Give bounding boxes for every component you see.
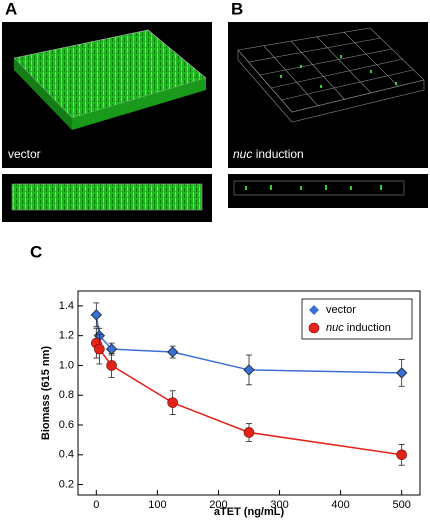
point bbox=[90, 309, 103, 321]
legend-marker bbox=[308, 322, 320, 334]
wireframe bbox=[237, 27, 425, 123]
image-b bbox=[228, 22, 428, 168]
y-tick-label: 0.8 bbox=[59, 389, 74, 401]
panel-label: B bbox=[231, 0, 243, 18]
legend-label: vector bbox=[326, 304, 356, 316]
image-b-section bbox=[228, 174, 428, 208]
biofilm-section bbox=[11, 183, 203, 211]
y-tick-label: 1.0 bbox=[59, 359, 74, 371]
legend-box bbox=[301, 298, 413, 340]
point bbox=[395, 367, 408, 379]
y-tick-label: 0.4 bbox=[59, 449, 74, 461]
point bbox=[166, 346, 179, 358]
y-axis-label: Biomass (615 nm) bbox=[40, 346, 52, 440]
y-tick-label: 1.4 bbox=[59, 300, 74, 312]
x-tick-label: 400 bbox=[331, 499, 349, 511]
legend-marker bbox=[309, 305, 319, 315]
x-tick-label: 0 bbox=[93, 499, 99, 511]
x-tick-label: 300 bbox=[270, 499, 288, 511]
point bbox=[106, 360, 117, 371]
x-tick-label: 500 bbox=[392, 499, 410, 511]
panel-label: A bbox=[5, 0, 17, 18]
y-tick-label: 1.2 bbox=[59, 330, 74, 342]
x-tick-label: 200 bbox=[209, 499, 227, 511]
point bbox=[167, 397, 178, 408]
y-tick-label: 0.2 bbox=[59, 478, 74, 490]
caption: vector bbox=[8, 147, 41, 161]
biofilm-side bbox=[72, 78, 206, 130]
point bbox=[243, 427, 255, 438]
point bbox=[94, 343, 105, 355]
panel-label: C bbox=[30, 242, 42, 261]
sparse-cells bbox=[280, 55, 397, 88]
caption: nuc induction bbox=[233, 147, 304, 161]
plot-frame bbox=[77, 290, 421, 496]
section-frame bbox=[233, 180, 405, 196]
y-tick-label: 0.6 bbox=[59, 419, 74, 431]
sparse-cells bbox=[245, 185, 382, 190]
x-tick-label: 100 bbox=[148, 499, 166, 511]
point bbox=[243, 364, 255, 376]
point bbox=[396, 449, 407, 461]
x-axis-label: aTET (ng/mL) bbox=[214, 506, 285, 518]
legend-label: nuc induction bbox=[326, 322, 391, 334]
biofilm-side bbox=[14, 58, 72, 130]
